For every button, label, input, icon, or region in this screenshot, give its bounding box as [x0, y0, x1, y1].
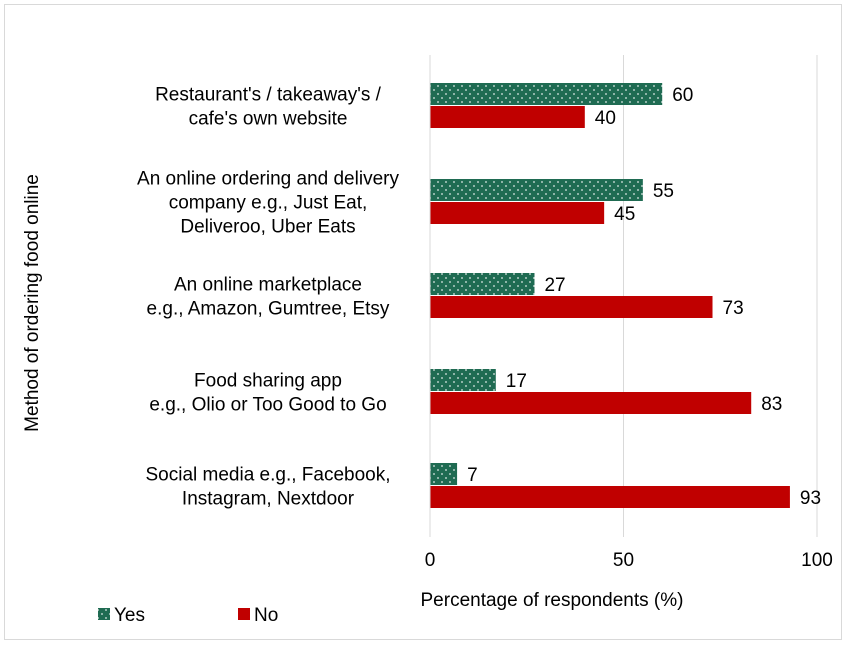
data-label-no-4: 93 [800, 488, 821, 509]
label-layer: 60 40 55 45 27 73 17 83 7 93 [467, 85, 821, 509]
category-label-line: Food sharing app [194, 371, 342, 392]
category-label-line: Instagram, Nextdoor [182, 489, 355, 510]
bar-yes-0 [430, 83, 663, 105]
bar-yes-4 [430, 463, 458, 485]
legend-swatch-yes [98, 608, 110, 620]
bar-yes-2 [430, 273, 535, 295]
category-label-line: Restaurant's / takeaway's / [155, 85, 382, 106]
category-label-1: An online ordering and delivery company e… [137, 169, 399, 238]
category-label-line: e.g., Amazon, Gumtree, Etsy [147, 299, 390, 320]
legend-swatch-no [238, 608, 250, 620]
legend-layer: Yes No [98, 605, 278, 626]
bar-no-3 [430, 392, 752, 414]
category-label-2: An online marketplace e.g., Amazon, Gumtr… [147, 275, 390, 320]
category-label-line: Social media e.g., Facebook, [145, 465, 390, 486]
category-label-line: cafe's own website [189, 109, 348, 130]
data-label-no-0: 40 [595, 108, 616, 129]
category-label-line: An online marketplace [174, 275, 362, 296]
x-tick-label-100: 100 [801, 550, 833, 571]
bar-layer [430, 83, 790, 508]
axis-layer: 0 50 100 Restaurant's / takeaway's / cafe's … [22, 55, 833, 611]
y-axis-title: Method of ordering food online [22, 174, 43, 432]
data-label-yes-4: 7 [467, 465, 478, 486]
category-label-line: An online ordering and delivery [137, 169, 399, 190]
legend-label-no: No [254, 605, 278, 626]
bar-no-0 [430, 106, 585, 128]
x-tick-label-0: 0 [425, 550, 436, 571]
data-label-no-2: 73 [723, 298, 744, 319]
bar-yes-1 [430, 179, 643, 201]
bar-no-4 [430, 486, 790, 508]
bar-no-1 [430, 202, 605, 224]
category-label-0: Restaurant's / takeaway's / cafe's own we… [155, 85, 382, 130]
x-axis-title: Percentage of respondents (%) [421, 590, 684, 611]
x-tick-label-50: 50 [613, 550, 634, 571]
bar-no-2 [430, 296, 713, 318]
data-label-yes-3: 17 [506, 371, 527, 392]
category-label-4: Social media e.g., Facebook, Instagram, N… [145, 465, 390, 510]
legend-label-yes: Yes [114, 605, 145, 626]
category-label-line: company e.g., Just Eat, [169, 193, 368, 214]
bar-yes-3 [430, 369, 496, 391]
data-label-yes-2: 27 [544, 275, 565, 296]
category-label-line: e.g., Olio or Too Good to Go [149, 395, 386, 416]
data-label-yes-0: 60 [672, 85, 693, 106]
data-label-yes-1: 55 [653, 181, 674, 202]
category-label-3: Food sharing app e.g., Olio or Too Good t… [149, 371, 386, 416]
category-label-line: Deliveroo, Uber Eats [180, 217, 355, 238]
data-label-no-3: 83 [761, 394, 782, 415]
chart-frame [4, 4, 842, 640]
data-label-no-1: 45 [614, 204, 635, 225]
